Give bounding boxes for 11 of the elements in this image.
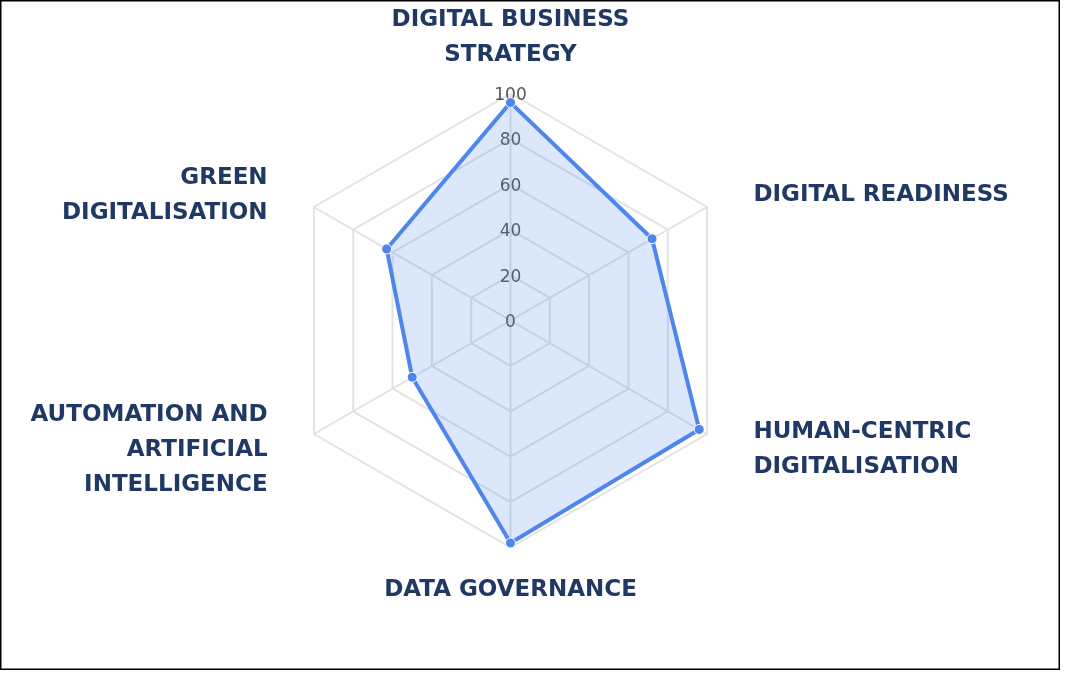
spoke-label: DIGITAL BUSINESS STRATEGY (391, 5, 630, 67)
spoke-label: DIGITAL READINESS (753, 180, 1009, 207)
spoke-label: HUMAN-CENTRIC DIGITALISATION (753, 417, 972, 479)
y-tick-label: 20 (499, 265, 522, 286)
y-tick-label: 40 (499, 220, 522, 241)
spoke-label: GREEN DIGITALISATION (61, 162, 268, 224)
spoke-label: AUTOMATION AND ARTIFICIAL INTELLIGENCE (30, 399, 268, 496)
y-tick-label: 80 (499, 129, 522, 150)
y-tick-label: 0 (505, 311, 516, 331)
y-tick-label: 60 (499, 174, 522, 195)
spoke-label: DATA GOVERNANCE (384, 574, 637, 601)
